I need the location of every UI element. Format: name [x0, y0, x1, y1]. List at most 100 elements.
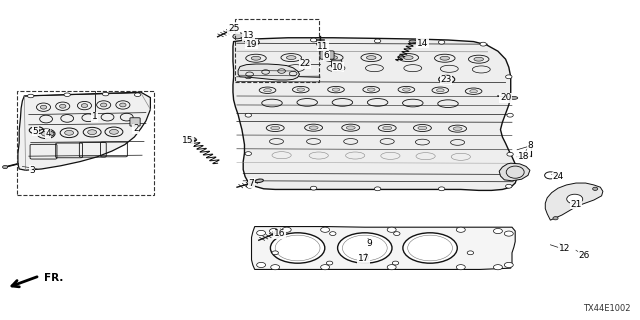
- Text: 9: 9: [367, 239, 372, 248]
- Ellipse shape: [504, 231, 513, 236]
- Ellipse shape: [271, 265, 280, 270]
- Ellipse shape: [504, 262, 513, 268]
- Ellipse shape: [100, 103, 107, 107]
- Ellipse shape: [287, 56, 296, 60]
- Text: 10: 10: [332, 63, 344, 72]
- Polygon shape: [545, 183, 603, 220]
- Ellipse shape: [440, 56, 449, 60]
- Ellipse shape: [251, 56, 261, 60]
- Ellipse shape: [593, 187, 598, 190]
- Text: 12: 12: [559, 244, 570, 253]
- FancyBboxPatch shape: [130, 118, 140, 126]
- Ellipse shape: [245, 75, 252, 79]
- Ellipse shape: [275, 230, 282, 234]
- Text: 8: 8: [527, 141, 532, 150]
- Ellipse shape: [81, 104, 88, 108]
- Ellipse shape: [310, 186, 317, 190]
- Text: 18: 18: [518, 152, 529, 161]
- Text: 23: 23: [440, 76, 452, 84]
- Ellipse shape: [330, 232, 336, 236]
- Ellipse shape: [510, 97, 518, 99]
- Text: 2: 2: [133, 124, 138, 133]
- Ellipse shape: [394, 232, 400, 236]
- Ellipse shape: [269, 228, 278, 234]
- Ellipse shape: [507, 113, 513, 117]
- Ellipse shape: [309, 126, 318, 129]
- Text: TX44E1002: TX44E1002: [583, 304, 630, 313]
- Ellipse shape: [418, 126, 427, 130]
- Ellipse shape: [374, 39, 381, 43]
- Ellipse shape: [507, 152, 513, 156]
- Polygon shape: [238, 64, 300, 80]
- Bar: [235, 19, 319, 82]
- Ellipse shape: [338, 233, 392, 263]
- Ellipse shape: [403, 88, 410, 91]
- Ellipse shape: [42, 131, 51, 136]
- Ellipse shape: [60, 104, 66, 108]
- Ellipse shape: [374, 187, 381, 191]
- Polygon shape: [233, 38, 517, 190]
- Text: 22: 22: [299, 60, 310, 68]
- Ellipse shape: [438, 187, 445, 191]
- Ellipse shape: [404, 56, 413, 60]
- Polygon shape: [18, 92, 150, 170]
- Ellipse shape: [64, 93, 70, 97]
- Ellipse shape: [480, 42, 486, 46]
- Text: 13: 13: [243, 31, 254, 40]
- Ellipse shape: [467, 251, 474, 255]
- Ellipse shape: [317, 42, 323, 46]
- Ellipse shape: [392, 261, 399, 265]
- Ellipse shape: [40, 105, 47, 109]
- Ellipse shape: [387, 265, 396, 270]
- Ellipse shape: [366, 56, 376, 60]
- Ellipse shape: [553, 217, 558, 220]
- Ellipse shape: [456, 265, 465, 270]
- Text: 26: 26: [578, 251, 589, 260]
- Ellipse shape: [493, 265, 502, 270]
- Ellipse shape: [264, 89, 271, 92]
- Ellipse shape: [257, 262, 266, 268]
- Text: 5: 5: [33, 127, 38, 136]
- Ellipse shape: [453, 127, 462, 131]
- Text: 25: 25: [228, 24, 239, 33]
- Ellipse shape: [120, 103, 126, 107]
- Ellipse shape: [257, 230, 266, 236]
- Text: 3: 3: [29, 166, 35, 175]
- Ellipse shape: [271, 233, 325, 263]
- Ellipse shape: [271, 126, 280, 130]
- Ellipse shape: [245, 152, 252, 156]
- Ellipse shape: [506, 184, 512, 188]
- Ellipse shape: [321, 265, 330, 270]
- Ellipse shape: [438, 40, 445, 44]
- Text: 16: 16: [274, 229, 285, 238]
- Ellipse shape: [409, 40, 417, 43]
- Ellipse shape: [255, 179, 264, 183]
- Text: 24: 24: [552, 172, 564, 181]
- Text: 6: 6: [324, 52, 329, 60]
- Text: 1: 1: [92, 112, 97, 121]
- Ellipse shape: [65, 131, 74, 135]
- Ellipse shape: [272, 251, 278, 255]
- Text: 11: 11: [317, 42, 329, 51]
- Ellipse shape: [246, 184, 253, 188]
- Text: 20: 20: [500, 93, 511, 102]
- Ellipse shape: [231, 26, 239, 30]
- Ellipse shape: [109, 129, 118, 134]
- Ellipse shape: [383, 126, 392, 130]
- Ellipse shape: [403, 233, 458, 263]
- Ellipse shape: [310, 38, 317, 42]
- Ellipse shape: [88, 130, 97, 135]
- FancyBboxPatch shape: [320, 51, 334, 59]
- FancyBboxPatch shape: [332, 60, 342, 67]
- Ellipse shape: [387, 227, 396, 232]
- Ellipse shape: [188, 138, 196, 141]
- Ellipse shape: [474, 57, 484, 61]
- Ellipse shape: [328, 56, 338, 60]
- Ellipse shape: [246, 40, 253, 44]
- Ellipse shape: [297, 88, 305, 91]
- Ellipse shape: [470, 90, 477, 93]
- Ellipse shape: [134, 93, 141, 97]
- Text: 21: 21: [570, 200, 582, 209]
- Ellipse shape: [332, 88, 340, 91]
- Ellipse shape: [367, 88, 375, 91]
